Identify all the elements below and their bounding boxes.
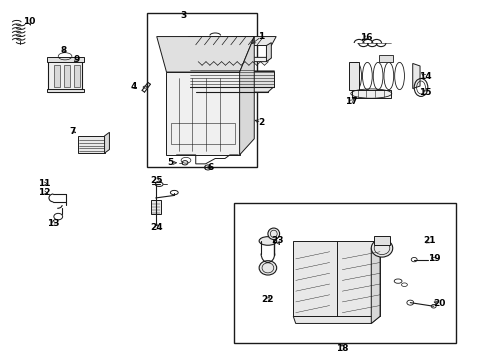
Bar (46, 89, 83, 92)
Polygon shape (293, 316, 379, 323)
Text: 2: 2 (258, 118, 264, 127)
Text: 21: 21 (423, 237, 435, 246)
Bar (171, 123, 234, 144)
Polygon shape (239, 37, 254, 155)
Polygon shape (293, 241, 379, 316)
Bar (373, 235, 389, 244)
Bar (54, 65, 60, 87)
Text: 13: 13 (47, 219, 60, 228)
Polygon shape (157, 37, 254, 72)
Text: 22: 22 (261, 294, 274, 303)
Text: 15: 15 (418, 87, 430, 96)
Text: 20: 20 (432, 299, 445, 308)
Text: 12: 12 (38, 188, 51, 197)
Polygon shape (104, 132, 109, 153)
Text: 5: 5 (167, 158, 173, 167)
Bar (151, 200, 160, 214)
Ellipse shape (259, 237, 276, 245)
Ellipse shape (267, 228, 279, 239)
Polygon shape (192, 42, 198, 62)
Bar (64, 65, 70, 87)
Text: 1: 1 (258, 32, 264, 41)
Polygon shape (412, 63, 419, 89)
Bar (233, 203, 455, 343)
Bar (74, 65, 80, 87)
Polygon shape (193, 57, 271, 62)
Text: 18: 18 (335, 344, 347, 353)
Bar (46, 57, 83, 62)
Ellipse shape (259, 261, 276, 275)
Polygon shape (166, 72, 239, 155)
Bar (48, 60, 81, 92)
Text: 4: 4 (130, 82, 137, 91)
Polygon shape (189, 71, 273, 87)
Polygon shape (188, 37, 276, 45)
Bar (378, 55, 392, 62)
Text: 3: 3 (180, 10, 186, 19)
Text: 16: 16 (360, 33, 372, 42)
Text: 9: 9 (73, 55, 79, 64)
Polygon shape (266, 42, 271, 62)
Text: 11: 11 (38, 179, 51, 188)
Text: 24: 24 (150, 223, 163, 232)
Text: 14: 14 (418, 72, 430, 81)
Text: 25: 25 (150, 176, 163, 185)
Ellipse shape (370, 239, 392, 257)
Text: 23: 23 (270, 237, 283, 246)
Text: 10: 10 (23, 17, 35, 26)
Bar (147, 13, 256, 167)
Text: 19: 19 (427, 255, 440, 264)
Text: 7: 7 (69, 127, 76, 136)
Polygon shape (370, 241, 379, 323)
Text: 8: 8 (61, 46, 67, 55)
Polygon shape (78, 136, 104, 153)
Text: 6: 6 (207, 163, 213, 172)
Text: 17: 17 (345, 96, 357, 105)
Polygon shape (348, 62, 358, 90)
Polygon shape (189, 87, 273, 92)
Polygon shape (351, 90, 390, 98)
